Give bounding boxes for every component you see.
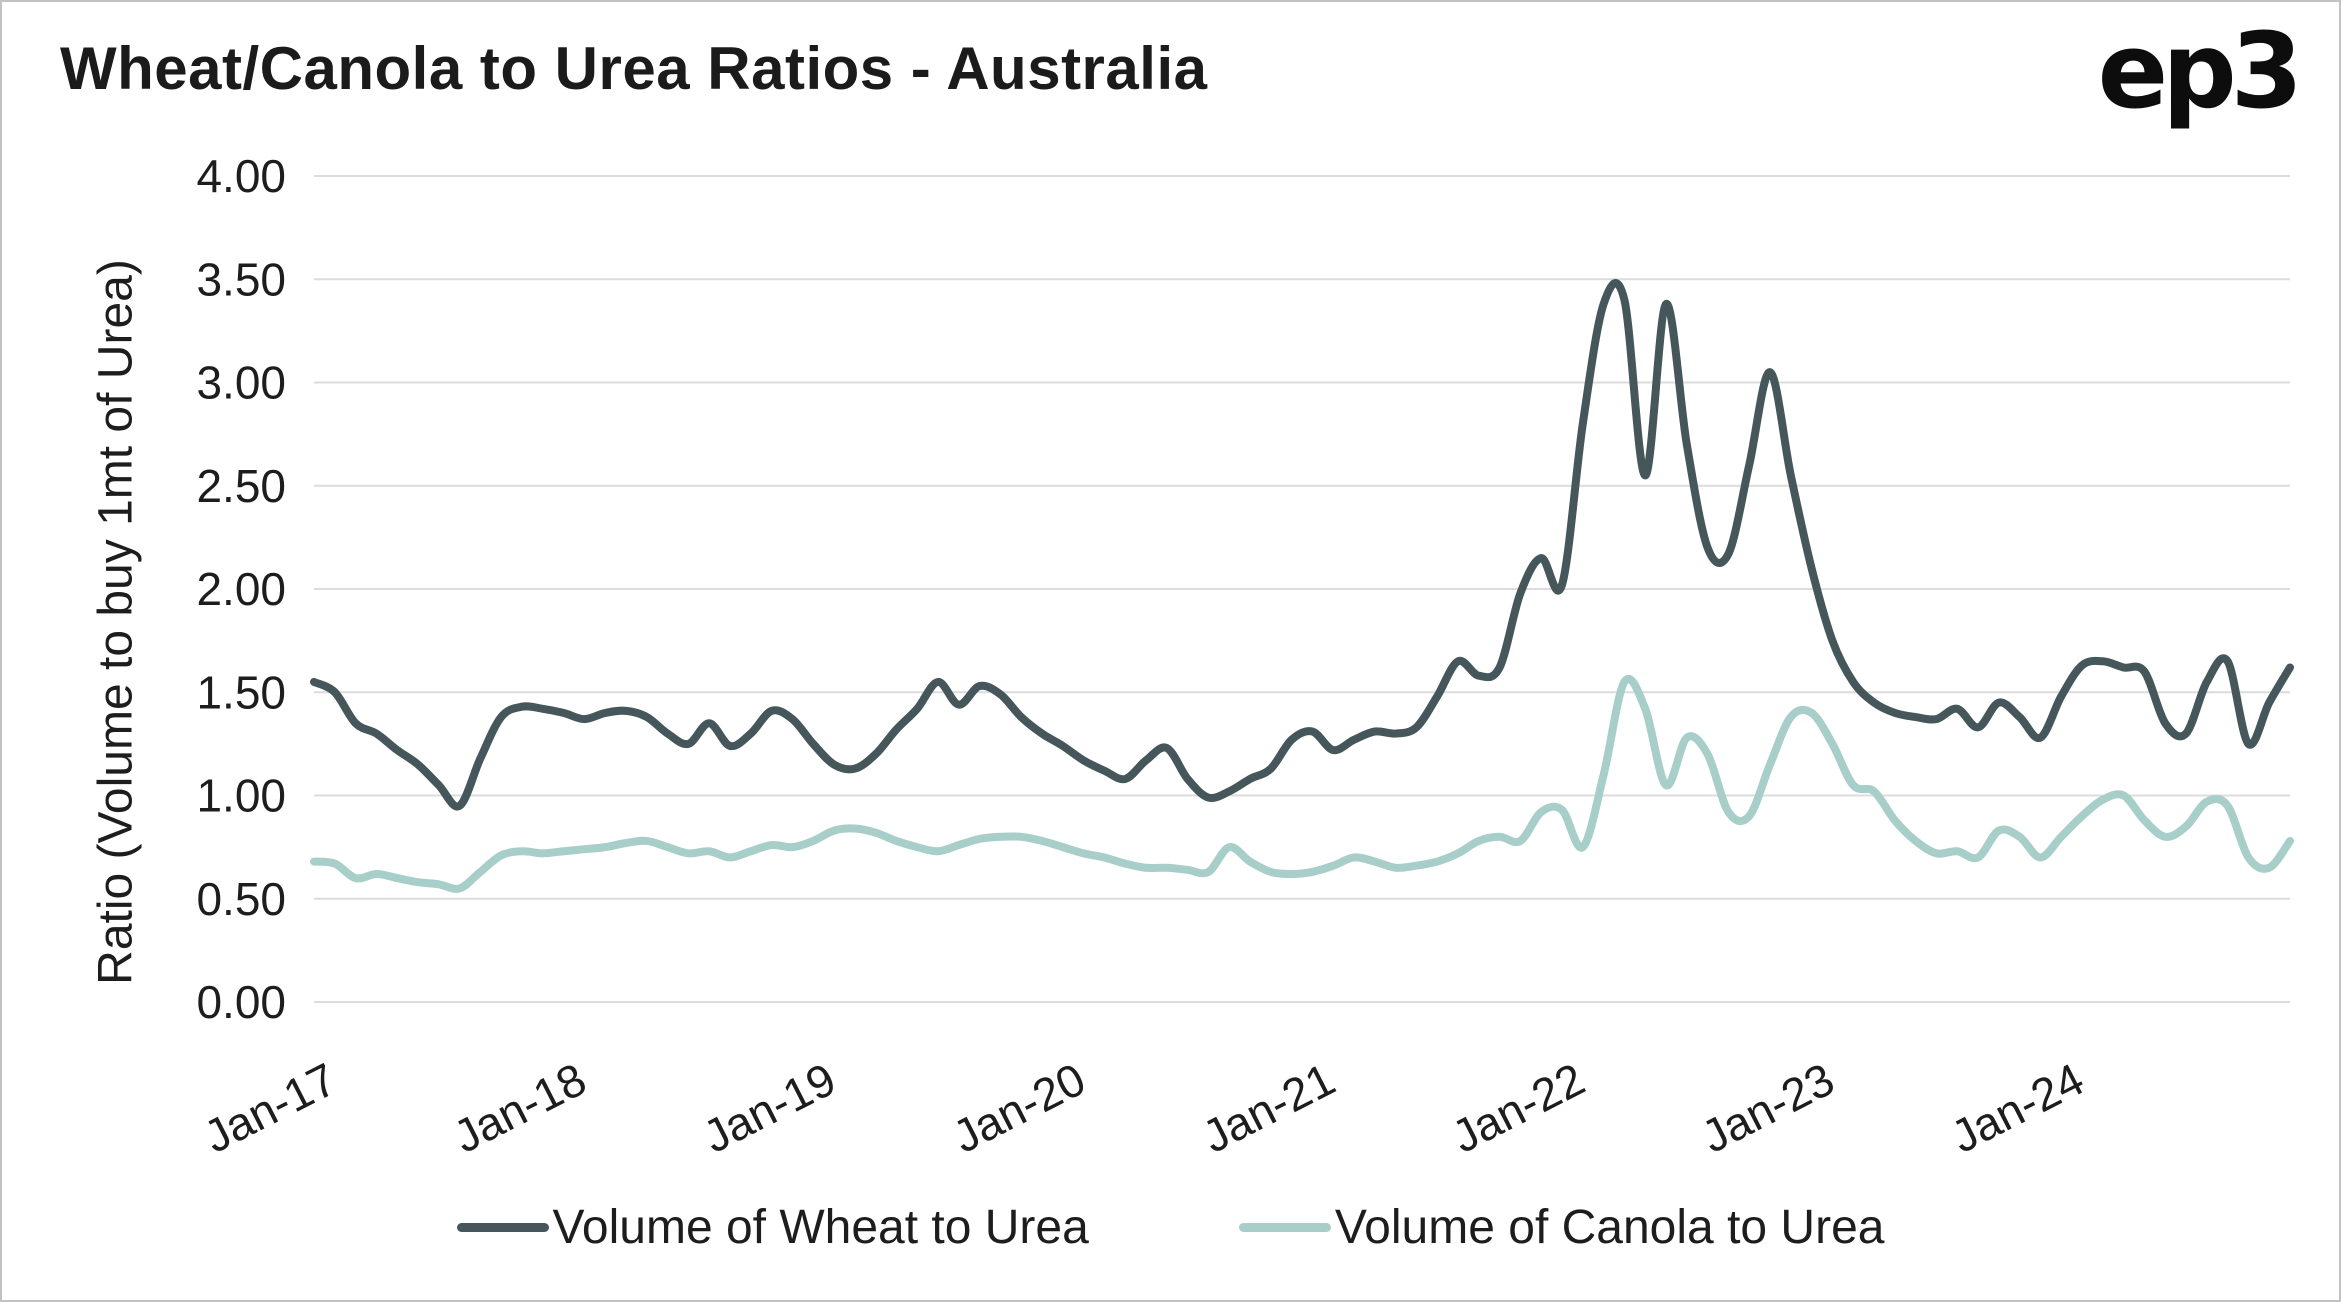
x-tick-label: Jan-17 <box>196 1053 345 1163</box>
wheat-series-line <box>310 279 2294 811</box>
chart-canvas: 0.00 0.50 1.00 1.50 2.00 2.50 3.00 3.50 4.00 Jan-… <box>196 150 2294 1163</box>
x-tick-label: Jan-22 <box>1444 1053 1593 1163</box>
legend-label-wheat: Volume of Wheat to Urea <box>552 1201 1089 1254</box>
y-tick-label: 3.50 <box>196 253 286 305</box>
legend: Volume of Wheat to Urea Volume of Canola… <box>2 1200 2339 1255</box>
legend-item-canola: Volume of Canola to Urea <box>1238 1200 1885 1255</box>
y-tick-label: 0.50 <box>196 873 286 925</box>
chart-title: Wheat/Canola to Urea Ratios - Australia <box>60 35 1208 102</box>
ep3-logo: ep3 <box>2097 10 2303 132</box>
y-tick-label: 1.00 <box>196 770 286 822</box>
y-tick-label: 2.00 <box>196 563 286 615</box>
y-tick-label: 0.00 <box>196 976 286 1028</box>
x-tick-label: Jan-18 <box>445 1053 594 1163</box>
y-tick-label: 2.50 <box>196 460 286 512</box>
canola-line-swatch <box>1238 1223 1331 1232</box>
y-tick-label: 1.50 <box>196 666 286 718</box>
x-tick-label: Jan-24 <box>1943 1053 2092 1163</box>
y-tick-label: 4.00 <box>196 150 286 202</box>
x-tick-label: Jan-20 <box>944 1053 1093 1163</box>
x-tick-label: Jan-19 <box>695 1053 844 1163</box>
wheat-line-swatch <box>456 1223 549 1232</box>
legend-item-wheat: Volume of Wheat to Urea <box>456 1200 1089 1255</box>
canola-series-line <box>310 675 2294 893</box>
y-tick-label: 3.00 <box>196 357 286 409</box>
x-tick-label: Jan-21 <box>1194 1053 1343 1163</box>
legend-label-canola: Volume of Canola to Urea <box>1334 1201 1885 1254</box>
x-tick-label: Jan-23 <box>1693 1053 1842 1163</box>
